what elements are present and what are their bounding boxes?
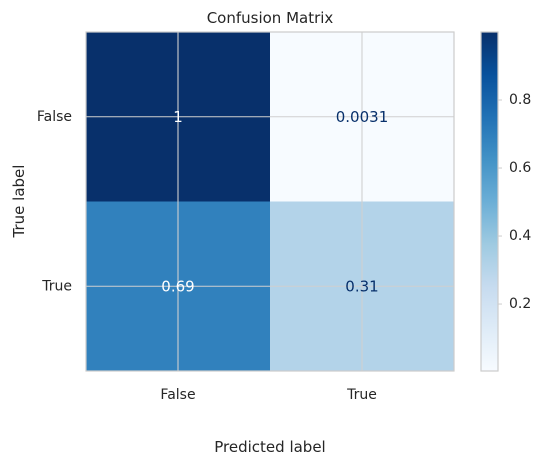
y-tick-label: False bbox=[37, 109, 72, 125]
cell-value-label-1-1: 0.31 bbox=[345, 277, 378, 295]
colorbar-tick-label: 0.4 bbox=[509, 228, 531, 244]
colorbar-tick-label: 0.2 bbox=[509, 296, 531, 312]
x-tick-labels: False True bbox=[160, 387, 376, 403]
cell-labels: 1 0.0031 0.69 0.31 bbox=[161, 108, 388, 296]
colorbar-tick-label: 0.6 bbox=[509, 160, 531, 176]
y-axis-label: True label bbox=[10, 165, 28, 239]
colorbar-tick-label: 0.8 bbox=[509, 92, 531, 108]
colorbar bbox=[480, 31, 499, 372]
heatmap-cells bbox=[86, 32, 454, 371]
x-axis-label: Predicted label bbox=[214, 438, 325, 456]
plot-frame bbox=[85, 31, 455, 372]
x-tick-label: False bbox=[160, 387, 195, 403]
colorbar-tick-labels: 0.2 0.4 0.6 0.8 bbox=[498, 92, 531, 312]
y-tick-labels: False True bbox=[37, 109, 72, 295]
cell-value-label-0-0: 1 bbox=[173, 108, 183, 126]
chart-title: Confusion Matrix bbox=[207, 9, 334, 27]
cell-value-label-0-1: 0.0031 bbox=[336, 108, 389, 126]
grid-lines bbox=[86, 32, 454, 371]
y-tick-label: True bbox=[41, 278, 72, 294]
x-tick-label: True bbox=[346, 387, 377, 403]
cell-value-label-1-0: 0.69 bbox=[161, 277, 194, 295]
